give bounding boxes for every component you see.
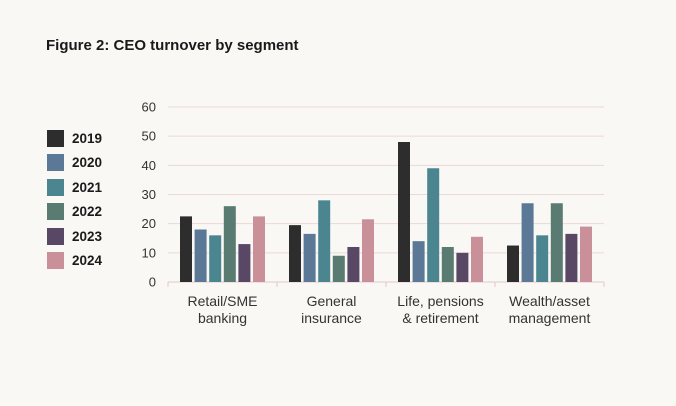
legend-label: 2021 [72, 179, 103, 195]
bar-2024-cat-2 [471, 236, 483, 282]
legend-item-2021: 2021 [47, 175, 102, 200]
legend-swatch [47, 129, 64, 147]
y-tick-label: 60 [142, 100, 156, 115]
bar-2022-cat-0 [223, 206, 236, 282]
legend-swatch [47, 178, 64, 196]
bar-2021-cat-2 [427, 168, 440, 282]
legend-label: 2024 [72, 253, 103, 269]
legend-label: 2023 [72, 228, 103, 244]
bar-2020-cat-3 [521, 203, 534, 282]
legend-label: 2019 [72, 130, 103, 146]
x-category-label: banking [198, 310, 247, 326]
x-category-label: & retirement [402, 310, 478, 326]
bar-2019-cat-3 [507, 245, 519, 282]
x-category-label: Retail/SME [187, 293, 257, 309]
legend-label: 2022 [72, 204, 103, 220]
bar-2020-cat-2 [412, 241, 425, 282]
legend-label: 2020 [72, 155, 103, 171]
bar-2019-cat-2 [398, 142, 410, 282]
bar-2022-cat-1 [332, 255, 345, 282]
bar-2019-cat-1 [289, 225, 301, 282]
bar-2022-cat-3 [550, 203, 563, 282]
bar-2023-cat-0 [238, 244, 251, 282]
y-tick-label: 50 [142, 129, 156, 144]
bar-2023-cat-3 [565, 233, 578, 282]
bar-2024-cat-1 [362, 219, 374, 282]
bar-2019-cat-0 [180, 216, 192, 282]
legend-swatch [47, 154, 64, 172]
legend-item-2024: 2024 [47, 249, 102, 274]
y-tick-label: 10 [142, 245, 156, 260]
bar-2021-cat-3 [536, 235, 549, 282]
x-category-label: insurance [301, 310, 362, 326]
legend: 2019 2020 2021 2022 2023 2024 [47, 126, 102, 273]
legend-item-2023: 2023 [47, 224, 102, 249]
bar-2023-cat-2 [456, 252, 469, 282]
bar-2024-cat-3 [580, 226, 592, 282]
x-category-label: management [509, 310, 591, 326]
x-category-label: General [307, 293, 357, 309]
x-category-label: Life, pensions [397, 293, 483, 309]
x-category-label: Wealth/asset [509, 293, 590, 309]
legend-item-2020: 2020 [47, 151, 102, 176]
y-tick-label: 0 [149, 275, 156, 290]
y-tick-label: 20 [142, 216, 156, 231]
legend-swatch [47, 252, 64, 270]
legend-swatch [47, 227, 64, 245]
y-tick-label: 30 [142, 187, 156, 202]
bar-2022-cat-2 [441, 247, 454, 282]
y-tick-label: 40 [142, 158, 156, 173]
legend-item-2022: 2022 [47, 200, 102, 225]
bar-2021-cat-1 [318, 200, 331, 282]
bar-2020-cat-1 [303, 233, 316, 282]
bar-2023-cat-1 [347, 247, 360, 282]
bar-2021-cat-0 [209, 235, 222, 282]
legend-swatch [47, 203, 64, 221]
bar-2020-cat-0 [194, 229, 207, 282]
bar-2024-cat-0 [253, 216, 265, 282]
figure-title: Figure 2: CEO turnover by segment [46, 37, 299, 54]
legend-item-2019: 2019 [47, 126, 102, 151]
